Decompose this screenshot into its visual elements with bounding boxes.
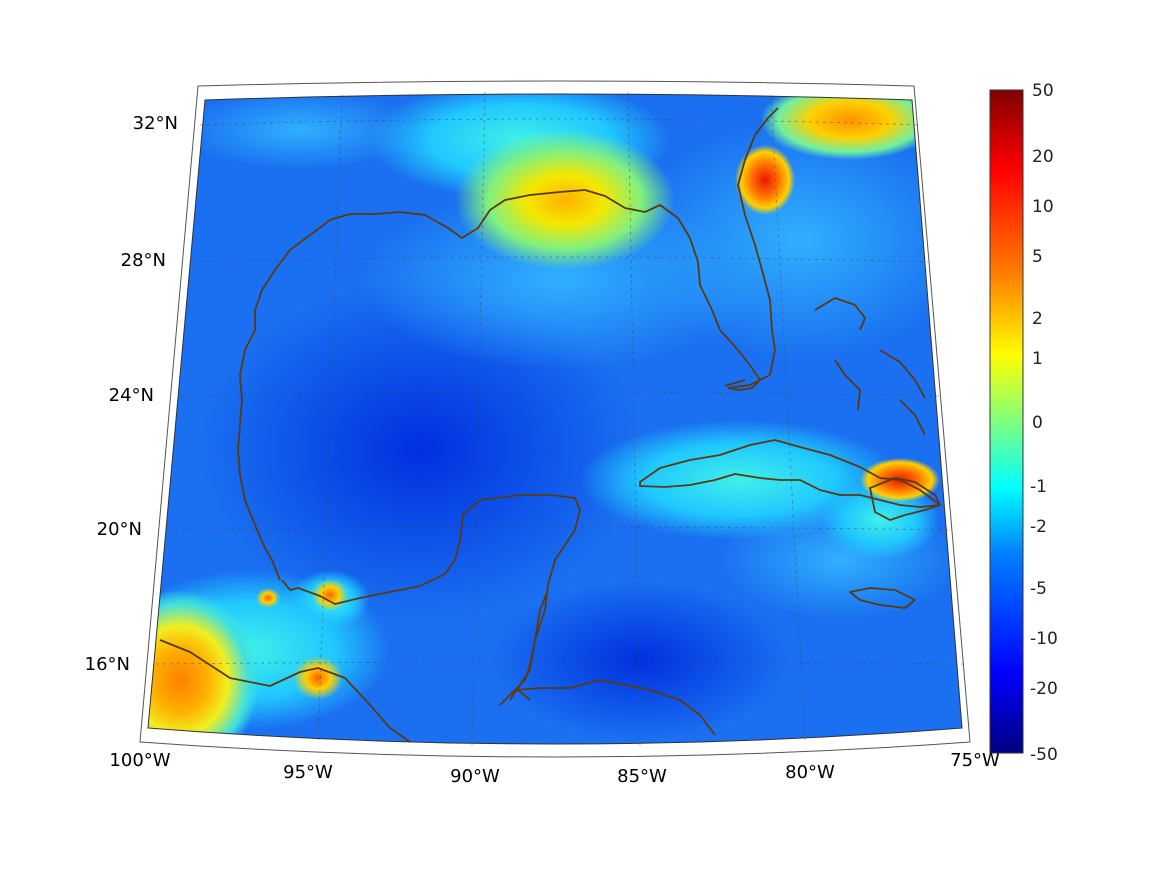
lat-labels: 32°N 28°N 24°N 20°N 16°N <box>85 113 178 675</box>
lon-label: 80°W <box>785 762 835 783</box>
belize-coast <box>517 689 531 701</box>
map-frame <box>139 80 971 758</box>
florida-keys <box>724 379 746 387</box>
yucatan-east <box>499 589 549 706</box>
lat-label: 28°N <box>121 250 166 271</box>
colorbar-label: 20 <box>1032 147 1054 167</box>
jamaica <box>849 587 916 609</box>
honduras-coast <box>514 679 716 736</box>
map-inner-frame <box>147 93 963 745</box>
colorbar-label: -50 <box>1030 745 1058 765</box>
lon-label: 85°W <box>617 766 667 787</box>
lon-label: 90°W <box>450 766 500 787</box>
hispaniola <box>869 477 941 521</box>
colorbar-label: -10 <box>1030 629 1058 649</box>
lat-label: 16°N <box>85 654 130 675</box>
colorbar-label: 2 <box>1032 309 1043 329</box>
data-field <box>148 94 962 744</box>
colorbar: 50 20 10 5 2 1 0 -1 -2 -5 -10 -20 -50 <box>989 81 1058 765</box>
lon-label: 100°W <box>109 750 170 771</box>
colorbar-label: -1 <box>1030 477 1047 497</box>
gulf-coast <box>159 107 779 743</box>
colorbar-label: 10 <box>1032 197 1054 217</box>
colorbar-label: 1 <box>1032 349 1043 369</box>
colorbar-label: 50 <box>1032 81 1054 101</box>
graticule <box>155 91 965 746</box>
lon-label: 95°W <box>283 762 333 783</box>
colorbar-label: -2 <box>1030 517 1047 537</box>
lat-label: 32°N <box>133 113 178 134</box>
coastlines <box>159 107 941 743</box>
colorbar-bar <box>989 89 1024 754</box>
bahamas <box>814 297 926 436</box>
lon-labels: 100°W 95°W 90°W 85°W 80°W 75°W <box>109 750 1000 787</box>
colorbar-label: 0 <box>1032 413 1043 433</box>
colorbar-label: 5 <box>1032 247 1043 267</box>
colorbar-label: -5 <box>1030 579 1047 599</box>
lat-label: 24°N <box>109 385 154 406</box>
cuba <box>639 439 941 508</box>
lon-label: 75°W <box>950 750 1000 771</box>
colorbar-label: -20 <box>1030 679 1058 699</box>
lat-label: 20°N <box>97 519 142 540</box>
